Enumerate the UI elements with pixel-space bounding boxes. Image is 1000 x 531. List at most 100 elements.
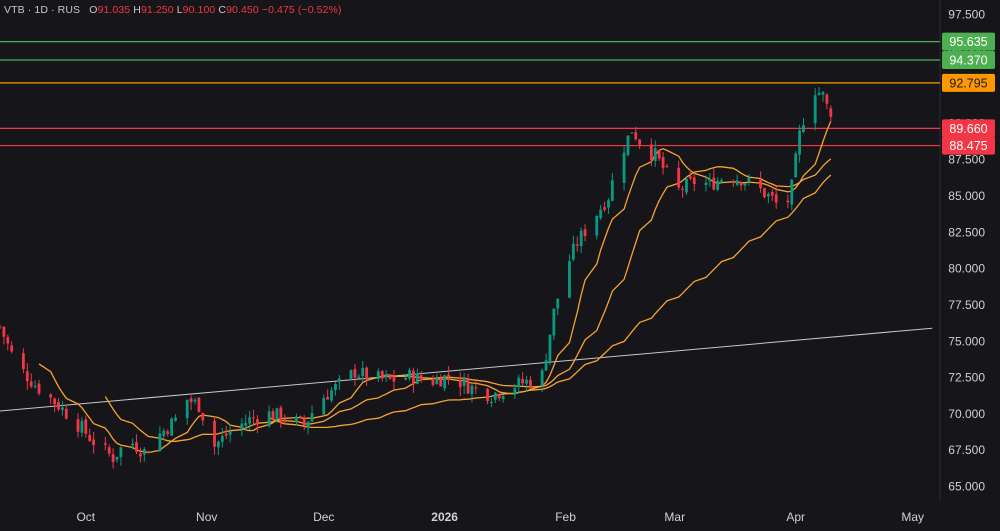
candle-body [766, 193, 770, 197]
price-tag [942, 73, 995, 92]
candle-body [525, 379, 528, 384]
candle-body [33, 386, 37, 388]
candle-body [115, 456, 119, 460]
candle-body [244, 422, 248, 426]
candle-body [486, 388, 489, 402]
candle-body [49, 394, 53, 398]
y-tick-label: 97.500 [948, 8, 985, 22]
candle-body [649, 144, 653, 160]
candle-body [306, 421, 310, 429]
candle-body [64, 408, 68, 419]
x-tick-label: Oct [76, 510, 95, 524]
candle-body [419, 375, 423, 381]
candle-body [790, 179, 794, 205]
x-tick-label: Mar [664, 510, 685, 524]
candle-body [248, 417, 252, 424]
candle-body [431, 380, 435, 385]
candle-body [103, 443, 107, 445]
candle-body [2, 326, 6, 337]
legend-open-label: O [89, 4, 98, 16]
x-tick-label: 2026 [431, 510, 458, 524]
candle-body [466, 379, 470, 394]
candle-body [540, 370, 544, 386]
candle-body [720, 180, 723, 182]
x-tick-label: May [901, 510, 924, 524]
candle-body [88, 435, 92, 441]
candle-body [256, 419, 259, 425]
candle-body [638, 139, 642, 145]
candle-body [692, 177, 696, 184]
candle-body [743, 183, 747, 186]
y-tick-label: 70.000 [948, 407, 985, 421]
candle-body [201, 412, 205, 421]
candle-body [548, 334, 552, 362]
candle-body [622, 152, 626, 183]
candle-body [493, 392, 497, 400]
candle-body [681, 188, 684, 190]
candle-body [361, 367, 365, 377]
candle-body [384, 374, 388, 378]
candle-body [131, 443, 135, 446]
symbol-legend: VTB · 1D · RUS O91.035 H91.250 L90.100 C… [4, 4, 342, 16]
candle-body [57, 402, 60, 410]
candle-body [513, 388, 517, 395]
candle-body [228, 431, 232, 435]
candle-body [556, 298, 560, 309]
candle-body [412, 370, 415, 385]
candle-body [595, 215, 599, 236]
candle-body [322, 397, 326, 415]
legend-exchange: RUS [57, 4, 81, 16]
candle-body [271, 411, 275, 420]
candle-body [716, 180, 720, 190]
y-tick-label: 87.500 [948, 153, 985, 167]
candle-body [415, 373, 419, 384]
candle-body [353, 368, 357, 378]
candle-body [388, 375, 392, 379]
candle-body [84, 419, 88, 434]
candle-body [712, 177, 716, 190]
candle-body [774, 194, 778, 203]
x-tick-label: Apr [786, 510, 805, 524]
candle-body [688, 176, 692, 179]
candle-body [568, 261, 571, 298]
candle-body [376, 371, 380, 380]
candle-body [53, 398, 57, 405]
candle-body [326, 396, 330, 400]
candle-body [657, 150, 661, 159]
candle-body [759, 179, 762, 189]
price-tag [942, 32, 995, 51]
candle-body [571, 243, 575, 260]
x-tick-label: Nov [196, 510, 217, 524]
candle-body [462, 378, 466, 386]
candle-body [0, 326, 2, 328]
candle-body [607, 200, 610, 208]
candle-body [349, 370, 353, 379]
candle-body [283, 419, 287, 421]
y-tick-label: 67.500 [948, 443, 985, 457]
candle-body [497, 394, 501, 399]
candle-body [735, 180, 739, 185]
legend-low-value: 90.100 [182, 4, 216, 16]
price-tag-label: 89.660 [949, 122, 987, 136]
candle-body [185, 399, 189, 419]
legend-symbol[interactable]: VTB [4, 4, 25, 16]
candle-body [162, 430, 166, 436]
candle-body [189, 398, 193, 403]
candle-body [829, 108, 833, 117]
legend-close-value: 90.450 [226, 4, 259, 16]
candle-body [798, 130, 801, 155]
candle-body [142, 449, 146, 455]
price-tag [942, 119, 995, 138]
candle-body [634, 132, 638, 140]
moving-average-line [38, 120, 832, 454]
candle-body [337, 378, 341, 382]
candle-body [240, 423, 244, 429]
candle-body [575, 244, 579, 246]
candle-body [731, 181, 735, 183]
y-tick-label: 65.000 [948, 479, 985, 493]
candle-body [544, 360, 548, 371]
candle-body [392, 376, 396, 382]
legend-interval[interactable]: 1D [34, 4, 49, 16]
candle-body [653, 148, 657, 161]
